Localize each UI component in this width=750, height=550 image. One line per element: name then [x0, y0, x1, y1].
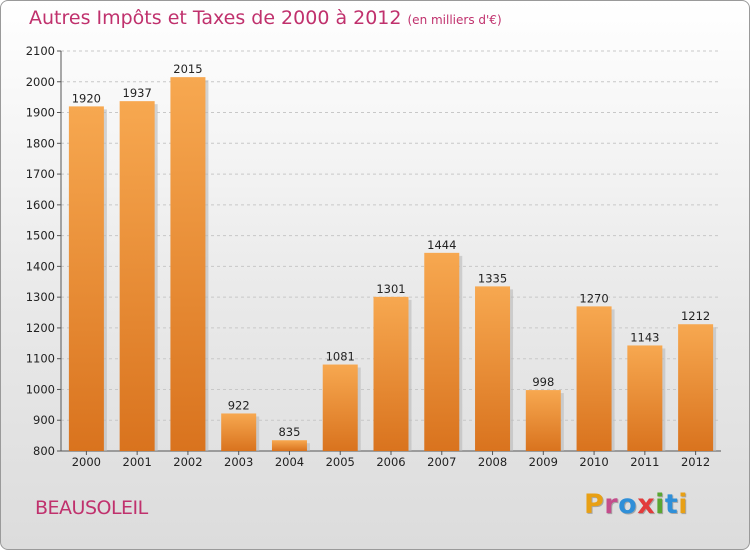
city-name: BEAUSOLEIL	[35, 497, 148, 519]
x-tick-label: 2007	[427, 455, 456, 469]
y-tick-label: 1500	[26, 229, 55, 243]
bar-2012	[678, 324, 714, 451]
proxiti-logo[interactable]: Proxiti	[584, 489, 688, 520]
bar-2007	[424, 252, 460, 451]
y-tick-label: 2000	[26, 75, 55, 89]
data-label: 1081	[326, 350, 355, 364]
logo-letter: i	[678, 489, 689, 520]
y-tick-label: 1200	[26, 321, 55, 335]
x-tick-label: 2009	[529, 455, 558, 469]
data-label: 1301	[376, 282, 405, 296]
bar-2009	[525, 390, 561, 451]
y-tick-label: 1700	[26, 167, 55, 181]
x-tick-label: 2000	[72, 455, 101, 469]
x-tick-label: 2006	[376, 455, 405, 469]
data-label: 1920	[72, 91, 101, 105]
x-tick-label: 2008	[478, 455, 507, 469]
bars	[68, 77, 717, 452]
x-tick-label: 2001	[123, 455, 152, 469]
data-label: 922	[228, 398, 250, 412]
data-label: 1270	[579, 291, 608, 305]
bar-2008	[475, 286, 511, 451]
x-tick-label: 2012	[681, 455, 710, 469]
logo-letter: i	[655, 489, 665, 520]
bar-2006	[373, 296, 409, 451]
chart-title: Autres Impôts et Taxes de 2000 à 2012 (en…	[29, 7, 502, 29]
data-label: 1335	[478, 271, 507, 285]
data-label: 1444	[427, 238, 456, 252]
y-tick-label: 1100	[26, 352, 55, 366]
x-tick-label: 2003	[224, 455, 253, 469]
x-tick-label: 2002	[173, 455, 202, 469]
data-label: 1143	[630, 330, 659, 344]
logo-letter: r	[604, 489, 619, 520]
y-tick-label: 1600	[26, 198, 55, 212]
bar-2010	[576, 306, 612, 451]
y-tick-label: 900	[33, 413, 55, 427]
data-label: 835	[278, 425, 300, 439]
bar-2001	[119, 101, 155, 452]
bar-2011	[627, 345, 663, 451]
bar-2000	[68, 106, 104, 451]
logo-letter: x	[637, 489, 656, 520]
x-tick-label: 2004	[275, 455, 304, 469]
y-tick-label: 2100	[26, 44, 55, 58]
bar-2005	[322, 364, 358, 451]
data-label: 2015	[173, 62, 202, 76]
bar-2002	[170, 77, 206, 452]
x-tick-label: 2011	[630, 455, 659, 469]
data-label: 1212	[681, 309, 710, 323]
axes: 800 900 1000 1100 1200 1300 1400 1500 1600 1700 18…	[26, 44, 721, 469]
logo-letter: t	[664, 489, 679, 520]
y-tick-label: 800	[33, 444, 55, 458]
title-unit: (en milliers d'€)	[407, 13, 502, 27]
data-label: 1937	[123, 86, 152, 100]
bar-2003	[221, 413, 257, 451]
x-tick-label: 2005	[326, 455, 355, 469]
data-labels: 1920 1937 2015 922 835 1081 1301 1444 1335 998 127…	[72, 62, 711, 439]
logo-letter: o	[618, 489, 638, 520]
x-tick-label: 2010	[579, 455, 608, 469]
bar-2004	[271, 440, 307, 451]
y-tick-label: 1900	[26, 106, 55, 120]
y-tick-label: 1300	[26, 290, 55, 304]
logo-letter: P	[584, 489, 605, 520]
title-text: Autres Impôts et Taxes de 2000 à 2012	[29, 7, 402, 29]
data-label: 998	[532, 375, 554, 389]
y-tick-label: 1400	[26, 259, 55, 273]
y-tick-label: 1000	[26, 382, 55, 396]
y-tick-label: 1800	[26, 136, 55, 150]
